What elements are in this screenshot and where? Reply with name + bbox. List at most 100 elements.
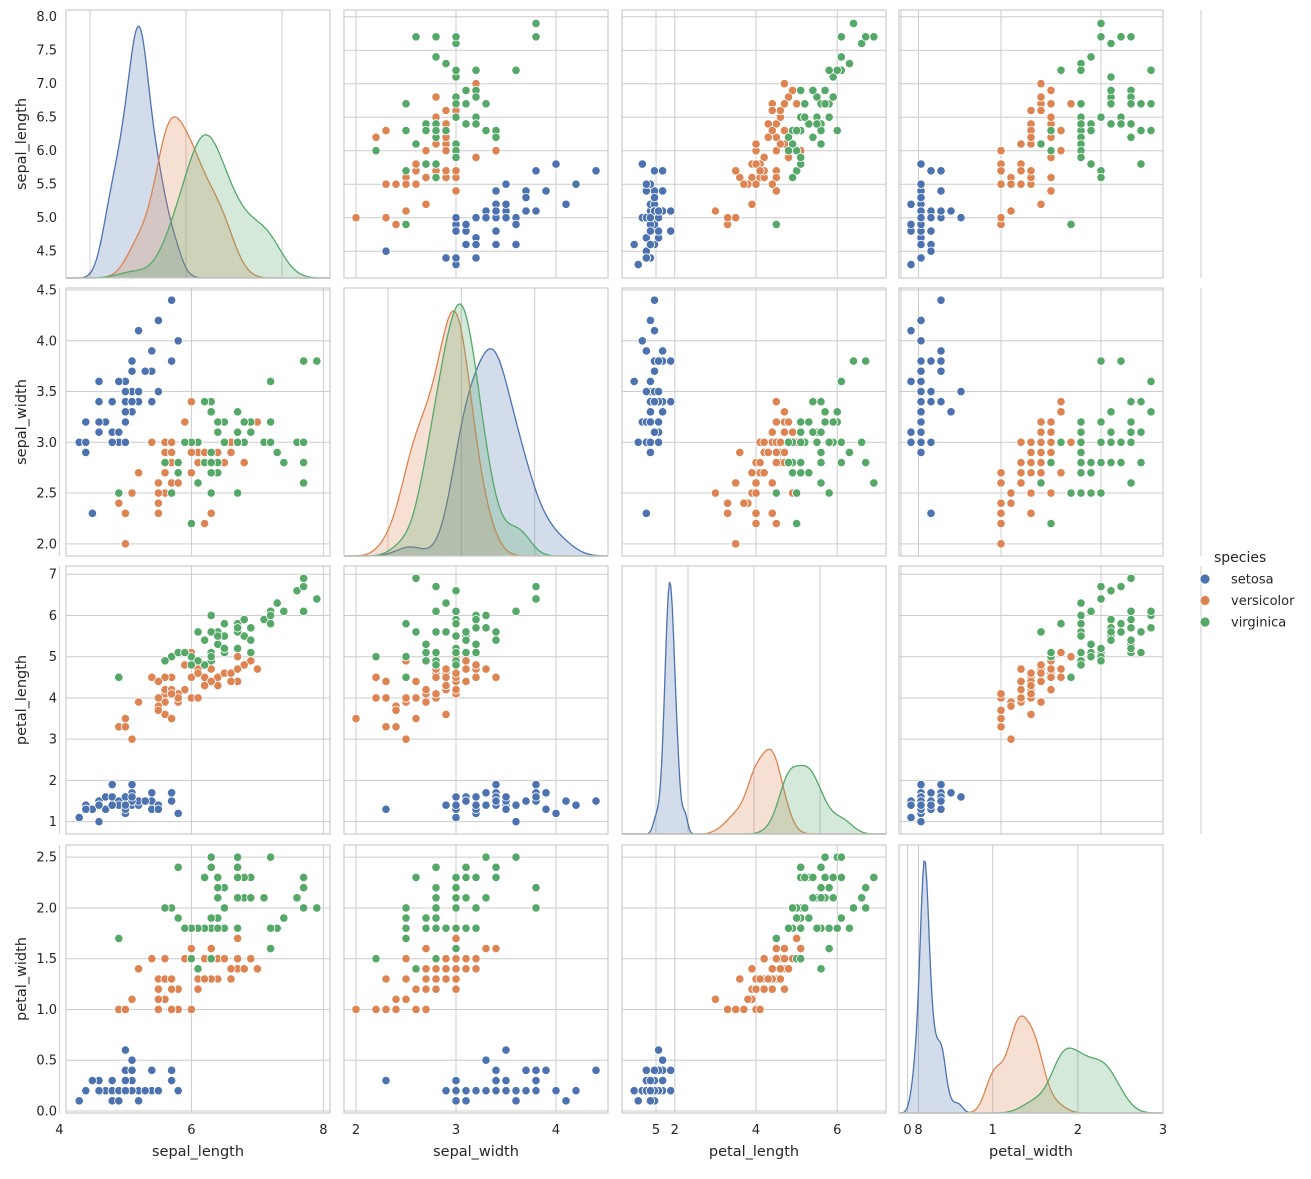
point-setosa [94,417,104,427]
y-tick-label: 2 [49,774,57,789]
point-versicolor [735,172,745,183]
point-virginica [401,166,411,176]
point-versicolor [739,1004,749,1015]
point-versicolor [771,146,781,156]
point-versicolor [996,213,1006,223]
point-setosa [906,219,916,229]
point-virginica [1126,623,1136,633]
x-tick-label: 4 [552,1123,560,1138]
point-setosa [501,792,511,802]
point-setosa [381,804,391,814]
point-versicolor [186,447,196,458]
point-virginica [206,627,216,637]
point-virginica [259,893,269,903]
point-versicolor [411,1004,421,1015]
point-virginica [213,923,223,933]
point-virginica [461,893,471,903]
point-versicolor [759,468,769,478]
point-versicolor [471,672,481,682]
point-versicolor [381,126,391,136]
point-virginica [1146,407,1156,417]
point-virginica [796,85,806,96]
point-versicolor [401,954,411,964]
point-versicolor [755,458,765,468]
point-virginica [836,458,846,468]
y-tick-label: 3.0 [36,436,57,451]
point-versicolor [120,539,131,549]
point-versicolor [153,478,163,488]
point-virginica [1126,119,1136,129]
point-virginica [1126,132,1136,142]
point-versicolor [167,437,177,447]
point-versicolor [441,105,451,116]
y-tick-label: 2.5 [36,487,57,502]
point-versicolor [1036,468,1046,478]
point-versicolor [391,722,401,732]
point-virginica [451,903,461,913]
point-setosa [916,336,926,346]
point-versicolor [1036,92,1046,102]
point-virginica [461,635,471,645]
point-virginica [869,32,879,42]
point-setosa [140,366,150,376]
point-setosa [471,792,481,802]
point-virginica [1126,478,1136,488]
legend-label-virginica: virginica [1231,616,1286,631]
point-setosa [541,186,551,196]
point-virginica [1136,99,1146,109]
point-virginica [857,437,867,447]
point-setosa [521,206,531,216]
point-versicolor [381,722,391,732]
point-virginica [771,219,781,229]
point-setosa [936,186,946,196]
point-virginica [1076,65,1086,75]
point-setosa [491,206,501,216]
point-setosa [551,1086,561,1096]
point-setosa [531,1065,541,1075]
point-virginica [481,623,491,633]
point-setosa [906,199,916,209]
point-virginica [431,660,441,670]
point-setosa [658,1055,668,1065]
point-virginica [820,407,830,417]
point-versicolor [233,664,243,674]
point-virginica [401,619,411,629]
point-setosa [94,397,104,407]
point-setosa [114,376,124,386]
point-versicolor [735,974,745,984]
point-virginica [816,126,826,136]
point-setosa [916,253,926,263]
point-virginica [836,872,846,883]
x-tick-label: 8 [319,1123,327,1138]
point-versicolor [1046,447,1056,458]
point-virginica [206,610,216,621]
point-virginica [233,872,243,883]
y-tick-label: 6 [49,609,57,624]
point-setosa [531,779,541,790]
point-virginica [471,614,481,625]
point-versicolor [461,676,471,687]
point-versicolor [771,186,781,196]
point-virginica [186,518,196,529]
point-versicolor [186,468,196,478]
point-virginica [1076,488,1086,498]
point-setosa [916,376,926,386]
point-virginica [783,923,794,933]
x-tick-label: 1 [989,1123,997,1138]
point-virginica [1056,619,1066,629]
point-versicolor [252,964,262,974]
point-virginica [193,627,203,637]
point-virginica [1106,614,1116,625]
panel-sepal_length-vs-petal_width [898,9,1202,279]
point-setosa [481,1086,491,1096]
point-setosa [501,804,511,814]
point-versicolor [160,672,170,682]
point-versicolor [1026,468,1036,478]
point-setosa [521,193,531,203]
point-setosa [120,800,131,810]
point-setosa [637,336,647,346]
panel-frame [65,565,331,835]
point-versicolor [771,172,781,183]
point-versicolor [1026,447,1036,458]
point-setosa [501,199,511,209]
